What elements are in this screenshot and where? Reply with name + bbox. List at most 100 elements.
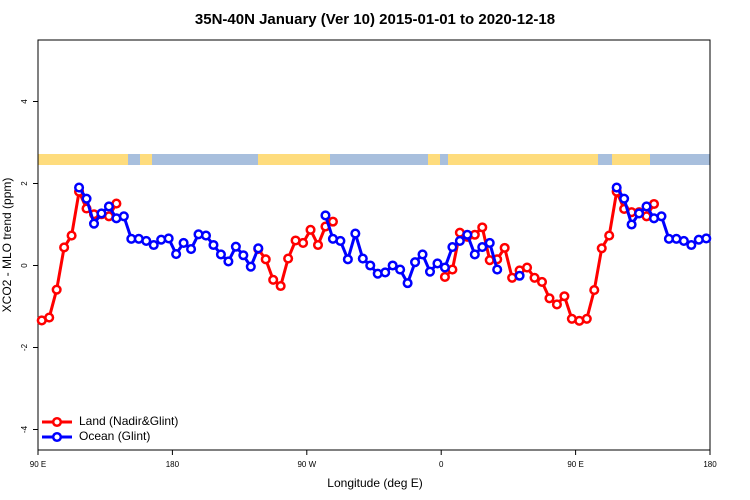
data-point [641,201,652,212]
data-point [439,271,450,283]
plot-frame [37,39,711,451]
y-tick-label: 2 [20,181,29,186]
data-point [454,235,465,246]
x-tick-label: 90 E [30,460,46,469]
data-point [522,262,533,273]
data-point [656,211,667,222]
data-point [551,299,562,310]
legend-label: Ocean (Glint) [79,429,150,443]
y-tick-label: -4 [20,425,29,433]
data-point [245,261,256,272]
legend-label: Land (Nadir&Glint) [79,414,178,428]
data-point [163,233,174,244]
data-point [81,193,92,204]
data-point [275,280,286,292]
data-point [118,211,129,222]
data-point [686,239,697,251]
data-point [387,260,398,271]
data-point [59,242,70,253]
data-point [223,256,234,267]
data-point [544,293,555,304]
data-point [611,182,622,193]
y-axis-label: XCO2 - MLO trend (ppm) [0,178,14,313]
x-tick-label: 180 [166,460,180,469]
data-point [66,230,77,241]
data-point [260,254,271,265]
data-point [186,244,197,255]
data-point [51,284,62,295]
data-point [492,264,503,275]
x-tick-label: 90 E [567,460,583,469]
data-point [178,237,189,248]
mask-land [448,154,598,165]
data-point [536,276,548,287]
y-tick-label: -2 [20,343,29,351]
data-point [171,248,182,260]
data-point [238,250,249,261]
mask-land [258,154,330,165]
data-point [581,313,592,324]
data-point [514,270,525,281]
data-point [701,233,712,244]
data-point [96,208,107,219]
data-point [634,208,645,219]
data-point [148,239,159,251]
mask-land [428,154,440,165]
data-point [335,235,346,246]
data-point [596,243,607,254]
surface-mask [38,154,710,165]
mask-land [612,154,650,165]
data-point [327,216,338,227]
data-point [305,224,316,235]
data-point [477,242,488,253]
data-point [88,218,100,229]
data-point [253,243,264,254]
x-tick-label: 0 [439,460,444,469]
data-point [283,253,294,264]
data-point [230,241,241,252]
data-point [380,267,391,278]
data-point [298,237,309,248]
data-point [462,229,473,240]
data-point [469,249,480,260]
data-point [402,278,413,289]
y-tick-label: 0 [20,263,29,268]
data-point [484,237,495,248]
mask-land [140,154,152,165]
data-point [342,254,353,265]
data-point [619,193,630,204]
data-point [312,239,324,251]
data-point [200,230,212,241]
data-point [350,228,361,239]
data-point [365,260,376,271]
data-point [215,249,226,260]
data-point [74,182,85,193]
data-point [103,201,114,212]
data-point [395,264,406,275]
legend-marker [51,416,63,428]
data-point [44,312,55,323]
mask-land [38,154,128,165]
data-point [529,272,540,283]
data-point [626,219,637,230]
data-point [141,235,152,246]
data-point [604,230,615,241]
y-tick-label: 4 [20,99,29,104]
data-point [424,266,436,277]
data-point [678,235,689,246]
data-point [439,262,450,273]
data-point [357,253,368,264]
data-point [417,249,428,260]
x-tick-label: 90 W [297,460,316,469]
data-point [410,257,421,268]
data-point [477,222,488,233]
data-point [589,285,600,296]
chart-title: 35N-40N January (Ver 10) 2015-01-01 to 2… [195,11,555,28]
data-point [447,242,458,253]
data-point [208,239,219,251]
data-point [320,210,331,221]
x-axis-label: Longitude (deg E) [327,476,422,490]
x-tick-label: 180 [703,460,717,469]
